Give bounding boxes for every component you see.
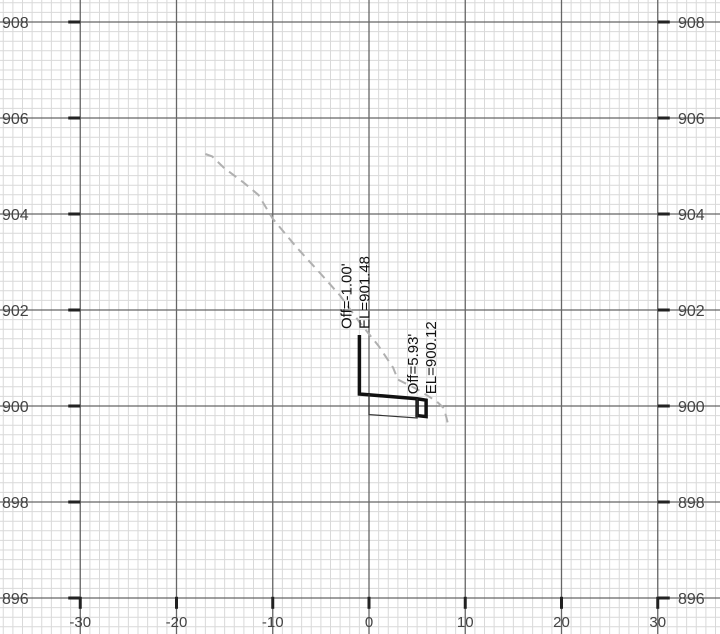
x-tick-label: -30	[69, 614, 91, 631]
annotation-elevation-label: EL=901.48	[356, 256, 373, 329]
y-tick-label-right: 906	[678, 111, 705, 128]
y-tick-label-right: 908	[678, 15, 705, 32]
y-tick-label-right: 898	[678, 495, 705, 512]
x-tick-label: -10	[262, 614, 284, 631]
x-tick-label: 10	[457, 614, 474, 631]
profile-lines	[205, 153, 450, 428]
y-tick-label-right: 896	[678, 591, 705, 608]
x-tick-label: 30	[649, 614, 666, 631]
y-tick-label-left: 896	[2, 591, 29, 608]
existing-ground-line	[205, 153, 450, 428]
x-tick-label: 0	[365, 614, 373, 631]
axis-tick-labels: 896 896 898 898 900 900 902 902 904 904 906 906 908 9…	[2, 15, 705, 631]
y-tick-label-left: 898	[2, 495, 29, 512]
axis-ticks	[68, 20, 670, 609]
y-tick-label-left: 906	[2, 111, 29, 128]
y-tick-label-right: 900	[678, 399, 705, 416]
y-tick-label-left: 900	[2, 399, 29, 416]
y-tick-label-right: 902	[678, 303, 705, 320]
annotation-offset-label: Off=5.93'	[405, 334, 422, 395]
annotation-elevation-label: EL=900.12	[423, 321, 440, 394]
y-tick-label-left: 904	[2, 207, 29, 224]
x-tick-label: -20	[166, 614, 188, 631]
y-tick-label-left: 908	[2, 15, 29, 32]
subgrade-line	[368, 394, 418, 419]
point-annotations: Off=-1.00' EL=901.48 Off=5.93' EL=900.12	[338, 256, 440, 394]
y-tick-label-left: 902	[2, 303, 29, 320]
annotation-offset-label: Off=-1.00'	[338, 263, 355, 329]
x-tick-label: 20	[553, 614, 570, 631]
y-tick-label-right: 904	[678, 207, 705, 224]
